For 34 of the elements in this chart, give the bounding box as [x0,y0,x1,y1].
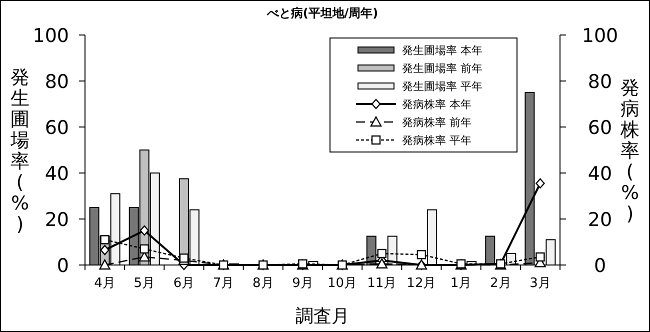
legend-label: 発病株率 平年 [402,134,472,147]
x-tick-label: 6月 [173,276,195,291]
x-tick-label: 2月 [490,276,512,291]
y2-tick-label: 80 [588,71,612,93]
x-tick-label: 5月 [134,276,156,291]
y2-axis-title: 発病株率(%) [620,77,640,225]
x-tick-label: 4月 [94,276,116,291]
y2-tick-label: 40 [588,163,612,185]
x-tick-label: 12月 [406,276,436,291]
chart-title: べと病(平坦地/周年) [266,6,378,20]
y2-tick-label: 60 [588,117,612,139]
x-tick-label: 1月 [450,276,472,291]
y2-tick-label: 0 [594,255,606,277]
y2-tick-label: 20 [588,209,612,231]
y-tick-label: 0 [56,255,69,277]
legend-label: 発生圃場率 平年 [402,80,482,93]
x-tick-label: 11月 [367,276,397,291]
x-tick-label: 3月 [530,276,551,291]
legend-label: 発生圃場率 前年 [402,62,482,75]
legend-label: 発病株率 前年 [402,116,472,129]
x-tick-label: 9月 [292,276,314,291]
x-tick-label: 8月 [252,276,274,291]
x-tick-label: 7月 [212,276,234,291]
x-tick-label: 10月 [328,276,358,291]
y2-tick-label: 100 [582,25,618,47]
x-axis-title: 調査月 [296,306,350,327]
y-tick-label: 60 [44,117,69,139]
y-axis-title: 発生圃場率(%) [10,66,30,236]
legend-label: 発病株率 本年 [402,98,472,111]
y-tick-label: 40 [44,163,69,185]
y-tick-label: 80 [44,71,69,93]
y-tick-label: 20 [44,209,69,231]
legend-label: 発生圃場率 本年 [402,44,482,57]
y-tick-label: 100 [32,25,69,47]
